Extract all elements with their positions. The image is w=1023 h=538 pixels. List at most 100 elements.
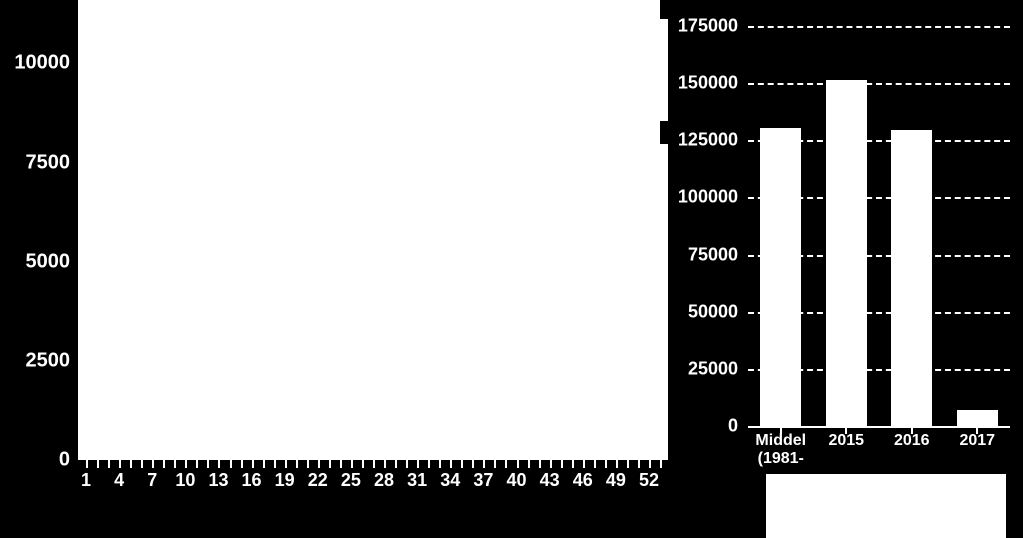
left-x-tick bbox=[517, 460, 519, 468]
left-x-tick-label: 37 bbox=[473, 470, 493, 491]
left-x-tick bbox=[439, 460, 441, 468]
left-x-tick bbox=[185, 460, 187, 468]
left-x-tick-label: 49 bbox=[606, 470, 626, 491]
left-x-tick-label: 1 bbox=[81, 470, 91, 491]
left-x-tick bbox=[384, 460, 386, 468]
left-x-tick-label: 7 bbox=[147, 470, 157, 491]
right-x-tick-label: Middel(1981- bbox=[755, 432, 806, 467]
legend-box bbox=[766, 474, 1006, 538]
right-bar bbox=[891, 130, 932, 426]
left-x-tick bbox=[550, 460, 552, 468]
left-x-tick bbox=[583, 460, 585, 468]
right-bar bbox=[760, 128, 801, 426]
left-x-tick-label: 25 bbox=[341, 470, 361, 491]
left-x-tick bbox=[561, 460, 563, 468]
left-x-tick bbox=[274, 460, 276, 468]
left-x-tick bbox=[483, 460, 485, 468]
left-x-tick-label: 46 bbox=[573, 470, 593, 491]
left-x-tick bbox=[307, 460, 309, 468]
left-x-tick bbox=[417, 460, 419, 468]
left-x-tick-label: 13 bbox=[208, 470, 228, 491]
left-x-tick bbox=[362, 460, 364, 468]
right-bar bbox=[826, 80, 867, 426]
left-x-tick bbox=[660, 460, 662, 468]
left-plot-notch bbox=[660, 0, 668, 19]
left-x-tick bbox=[638, 460, 640, 468]
left-x-tick bbox=[450, 460, 452, 468]
left-x-tick bbox=[594, 460, 596, 468]
left-x-tick bbox=[97, 460, 99, 468]
left-x-tick-label: 28 bbox=[374, 470, 394, 491]
right-y-tick-label: 75000 bbox=[688, 244, 738, 265]
right-y-tick-label: 150000 bbox=[678, 73, 738, 94]
left-x-tick bbox=[373, 460, 375, 468]
left-x-tick bbox=[141, 460, 143, 468]
right-y-axis-labels: 0250005000075000100000125000150000175000 bbox=[668, 26, 744, 426]
left-x-tick bbox=[296, 460, 298, 468]
left-x-tick bbox=[241, 460, 243, 468]
left-x-tick bbox=[130, 460, 132, 468]
left-x-axis-labels: 147101316192225283134374043464952 bbox=[78, 470, 668, 500]
left-x-tick-label: 10 bbox=[175, 470, 195, 491]
left-x-tick bbox=[340, 460, 342, 468]
left-x-tick bbox=[196, 460, 198, 468]
left-x-tick bbox=[207, 460, 209, 468]
right-y-tick-label: 25000 bbox=[688, 358, 738, 379]
left-y-tick-label: 10000 bbox=[14, 52, 70, 75]
left-x-tick bbox=[649, 460, 651, 468]
left-x-tick bbox=[616, 460, 618, 468]
left-x-tick bbox=[329, 460, 331, 468]
left-x-tick-label: 31 bbox=[407, 470, 427, 491]
right-x-tick-label: 2017 bbox=[959, 432, 995, 450]
left-x-tick bbox=[230, 460, 232, 468]
right-y-tick-label: 125000 bbox=[678, 130, 738, 151]
left-y-tick-label: 0 bbox=[59, 449, 70, 472]
left-x-tick bbox=[494, 460, 496, 468]
left-x-tick-label: 34 bbox=[440, 470, 460, 491]
left-x-tick bbox=[605, 460, 607, 468]
left-x-tick-label: 52 bbox=[639, 470, 659, 491]
left-x-tick-label: 22 bbox=[308, 470, 328, 491]
left-x-tick bbox=[627, 460, 629, 468]
left-y-tick-label: 2500 bbox=[26, 349, 71, 372]
left-x-tick bbox=[152, 460, 154, 468]
left-x-tick bbox=[505, 460, 507, 468]
left-x-tick-label: 40 bbox=[506, 470, 526, 491]
left-x-tick-label: 43 bbox=[540, 470, 560, 491]
right-y-tick-label: 50000 bbox=[688, 301, 738, 322]
right-chart: 0250005000075000100000125000150000175000… bbox=[668, 26, 1018, 526]
left-x-tick bbox=[163, 460, 165, 468]
left-x-tick bbox=[174, 460, 176, 468]
left-y-tick-label: 5000 bbox=[26, 250, 71, 273]
right-y-tick-label: 175000 bbox=[678, 16, 738, 37]
left-x-tick bbox=[539, 460, 541, 468]
left-x-tick bbox=[218, 460, 220, 468]
right-x-tick-label: 2016 bbox=[894, 432, 930, 450]
left-x-tick bbox=[428, 460, 430, 468]
left-x-tick bbox=[108, 460, 110, 468]
left-x-tick-label: 4 bbox=[114, 470, 124, 491]
right-plot-area bbox=[748, 26, 1010, 426]
right-bar bbox=[957, 410, 998, 426]
left-x-tick bbox=[119, 460, 121, 468]
left-x-tick bbox=[395, 460, 397, 468]
left-x-tick bbox=[528, 460, 530, 468]
right-x-tick-label: 2015 bbox=[828, 432, 864, 450]
left-x-tick bbox=[252, 460, 254, 468]
left-x-tick bbox=[461, 460, 463, 468]
chart-container: 025005000750010000 147101316192225283134… bbox=[0, 0, 1023, 533]
right-gridline bbox=[748, 83, 1010, 85]
right-y-tick-label: 0 bbox=[728, 416, 738, 437]
left-y-tick-label: 7500 bbox=[26, 151, 71, 174]
right-gridline bbox=[748, 26, 1010, 28]
left-x-tick bbox=[406, 460, 408, 468]
left-x-tick-label: 16 bbox=[242, 470, 262, 491]
right-baseline bbox=[748, 426, 1010, 428]
left-x-tick bbox=[472, 460, 474, 468]
left-plot-area bbox=[78, 0, 668, 460]
right-y-tick-label: 100000 bbox=[678, 187, 738, 208]
left-x-tick bbox=[285, 460, 287, 468]
left-x-tick bbox=[318, 460, 320, 468]
left-chart: 025005000750010000 147101316192225283134… bbox=[10, 0, 668, 533]
left-x-tick bbox=[86, 460, 88, 468]
